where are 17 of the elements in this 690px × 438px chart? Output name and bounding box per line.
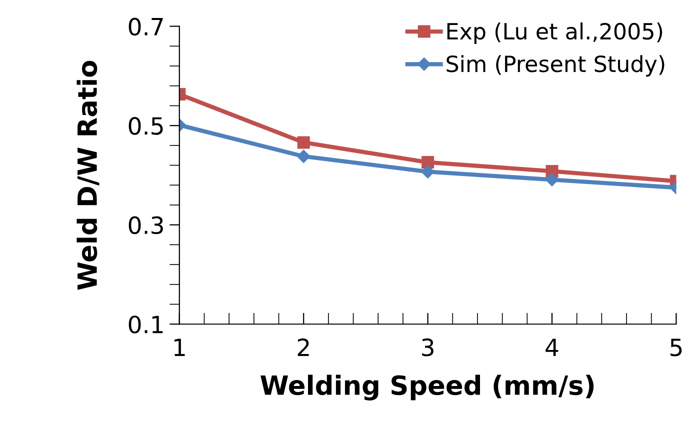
point [421, 165, 434, 178]
x-axis-title: Welding Speed (mm/s) [260, 374, 594, 400]
y-axis-title: Weld D/W Ratio [76, 60, 100, 290]
legend-label: Sim (Present Study) [446, 55, 664, 77]
point [297, 150, 310, 163]
point [297, 136, 310, 149]
x-tick-label: 5 [670, 338, 682, 356]
y-tick-label: 0.7 [128, 18, 163, 36]
y-tick-label: 0.5 [128, 117, 163, 135]
point [422, 156, 434, 169]
y-tick-label: 0.1 [128, 316, 163, 334]
x-tick-label: 1 [174, 338, 185, 356]
y-tick-label: 0.3 [128, 216, 163, 234]
x-tick-label: 3 [422, 338, 434, 356]
legend-label: Exp (Lu et al.,2005) [447, 22, 662, 44]
x-tick-label: 2 [298, 338, 309, 356]
x-tick-label: 4 [546, 338, 558, 356]
